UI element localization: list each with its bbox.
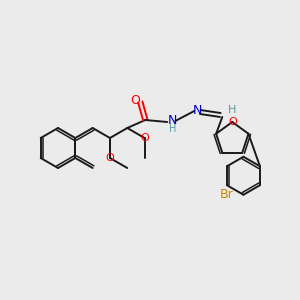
Text: O: O bbox=[228, 117, 237, 127]
Text: O: O bbox=[140, 133, 149, 143]
Text: N: N bbox=[168, 113, 177, 127]
Text: H: H bbox=[228, 105, 236, 115]
Text: N: N bbox=[193, 103, 202, 116]
Text: O: O bbox=[130, 94, 140, 106]
Text: Br: Br bbox=[220, 188, 234, 201]
Text: H: H bbox=[169, 124, 176, 134]
Text: O: O bbox=[106, 153, 114, 163]
